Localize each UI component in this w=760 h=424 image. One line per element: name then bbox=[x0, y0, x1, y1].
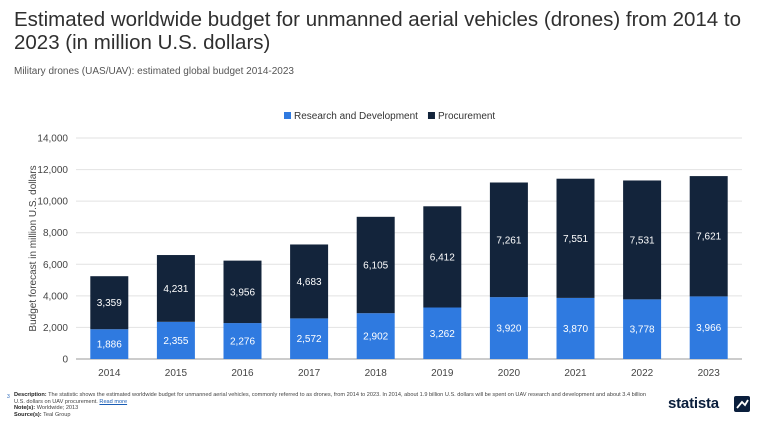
x-tick-label: 2022 bbox=[631, 368, 654, 379]
y-tick-label: 8,000 bbox=[43, 228, 68, 239]
y-axis-label: Budget forecast in million U.S. dollars bbox=[28, 165, 39, 331]
y-tick-label: 0 bbox=[62, 355, 68, 366]
data-label-procurement: 4,231 bbox=[163, 284, 188, 295]
statista-logo-icon bbox=[734, 396, 750, 412]
notes-text: Worldwide; 2013 bbox=[36, 405, 79, 412]
bar-procurement[interactable] bbox=[223, 260, 262, 324]
x-tick-label: 2014 bbox=[98, 368, 121, 379]
bar-research-development[interactable] bbox=[156, 321, 195, 359]
legend: Research and Development Procurement bbox=[284, 111, 495, 122]
chart-subtitle: Military drones (UAS/UAV): estimated glo… bbox=[14, 66, 294, 77]
notes-line: Note(s): Worldwide; 2013 bbox=[14, 405, 654, 412]
legend-label[interactable]: Procurement bbox=[438, 111, 495, 122]
bar-research-development[interactable] bbox=[90, 329, 129, 359]
source-line: Source(s): Teal Group bbox=[14, 412, 654, 419]
data-label-research-development: 3,920 bbox=[496, 324, 521, 335]
data-label-procurement: 7,621 bbox=[696, 232, 721, 243]
bar-procurement[interactable] bbox=[423, 206, 462, 308]
statista-logo[interactable]: statista bbox=[668, 395, 719, 412]
x-tick-label: 2023 bbox=[698, 368, 721, 379]
x-tick-label: 2016 bbox=[231, 368, 254, 379]
x-tick-label: 2019 bbox=[431, 368, 454, 379]
data-label-procurement: 6,105 bbox=[363, 261, 388, 272]
description-text: The statistic shows the estimated worldw… bbox=[14, 392, 646, 405]
bar-procurement[interactable] bbox=[556, 178, 595, 298]
data-label-research-development: 3,870 bbox=[563, 324, 588, 335]
bar-research-development[interactable] bbox=[223, 323, 262, 359]
bar-research-development[interactable] bbox=[689, 296, 728, 359]
y-tick-label: 4,000 bbox=[43, 291, 68, 302]
data-label-research-development: 3,262 bbox=[430, 329, 455, 340]
bar-research-development[interactable] bbox=[290, 318, 329, 359]
y-tick-label: 6,000 bbox=[43, 260, 68, 271]
bar-research-development[interactable] bbox=[356, 313, 395, 359]
notes-label: Note(s): bbox=[14, 405, 36, 412]
bar-procurement[interactable] bbox=[290, 244, 329, 319]
data-label-research-development: 3,778 bbox=[630, 325, 655, 336]
x-tick-label: 2015 bbox=[165, 368, 188, 379]
x-axis: 2014 2015 2016 2017 2018 2019 2020 2021 2022 2023 bbox=[98, 368, 720, 379]
data-label-procurement: 7,261 bbox=[496, 235, 521, 246]
data-label-research-development: 2,276 bbox=[230, 337, 255, 348]
data-label-procurement: 7,531 bbox=[630, 235, 655, 246]
x-tick-label: 2021 bbox=[564, 368, 587, 379]
y-tick-label: 2,000 bbox=[43, 323, 68, 334]
page-marker: 3 bbox=[7, 394, 10, 400]
source-label: Source(s): bbox=[14, 411, 42, 418]
read-more-link[interactable]: Read more bbox=[99, 398, 128, 405]
source-text: Teal Group bbox=[43, 411, 71, 418]
description-label: Description: bbox=[14, 392, 47, 398]
data-label-research-development: 3,966 bbox=[696, 323, 721, 334]
y-axis: 0 2,000 4,000 6,000 8,000 10,000 12,000 14,000 bbox=[37, 134, 68, 366]
bar-research-development[interactable] bbox=[623, 299, 662, 359]
bar-procurement[interactable] bbox=[90, 276, 129, 330]
bar-procurement[interactable] bbox=[689, 176, 728, 297]
y-tick-label: 14,000 bbox=[37, 134, 68, 145]
x-tick-label: 2020 bbox=[498, 368, 521, 379]
data-label-procurement: 4,683 bbox=[297, 277, 322, 288]
x-tick-label: 2017 bbox=[298, 368, 321, 379]
footer-notes: Description: The statistic shows the est… bbox=[14, 392, 654, 418]
bar-procurement[interactable] bbox=[356, 216, 395, 314]
bar-research-development[interactable] bbox=[423, 307, 462, 359]
bars: 1,886 3,359 2,355 4,231 2,276 3,956 2,572 4,683… bbox=[90, 176, 728, 359]
bar-procurement[interactable] bbox=[489, 182, 528, 298]
legend-swatch bbox=[427, 112, 435, 119]
chart-title: Estimated worldwide budget for unmanned … bbox=[14, 8, 741, 54]
bar-research-development[interactable] bbox=[489, 297, 528, 359]
bar-research-development[interactable] bbox=[556, 297, 595, 359]
data-label-procurement: 7,551 bbox=[563, 234, 588, 245]
legend-label[interactable]: Research and Development bbox=[294, 111, 418, 122]
bar-procurement[interactable] bbox=[623, 180, 662, 300]
data-label-research-development: 2,902 bbox=[363, 332, 388, 343]
data-label-procurement: 3,359 bbox=[97, 298, 122, 309]
data-label-research-development: 2,572 bbox=[297, 334, 322, 345]
bar-procurement[interactable] bbox=[156, 255, 195, 322]
data-label-procurement: 3,956 bbox=[230, 287, 255, 298]
description-line: Description: The statistic shows the est… bbox=[14, 392, 654, 405]
data-label-research-development: 2,355 bbox=[163, 336, 188, 347]
legend-swatch bbox=[284, 112, 291, 119]
data-label-procurement: 6,412 bbox=[430, 252, 455, 263]
bar-chart: Research and Development Procurement 0 2,0… bbox=[28, 111, 742, 379]
y-tick-label: 10,000 bbox=[37, 197, 68, 208]
y-tick-label: 12,000 bbox=[37, 165, 68, 176]
data-label-research-development: 1,886 bbox=[97, 340, 122, 351]
x-tick-label: 2018 bbox=[365, 368, 388, 379]
